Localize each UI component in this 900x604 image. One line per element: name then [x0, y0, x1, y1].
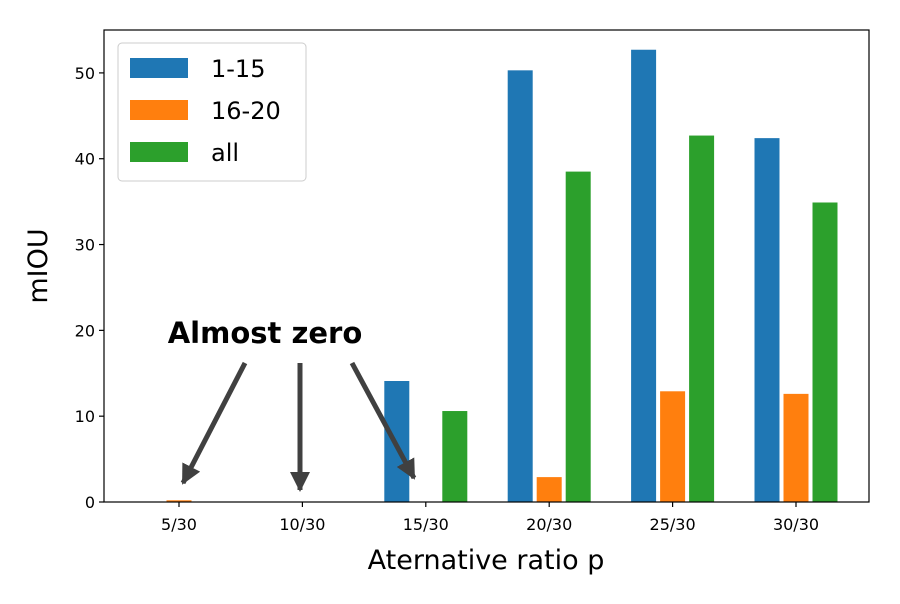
annotation-arrow-5/30	[180, 361, 248, 485]
y-tick-label: 30	[75, 236, 95, 255]
legend-swatch-all	[130, 142, 188, 162]
legend: 1-15 16-20 all	[117, 42, 307, 182]
y-tick-label: 0	[85, 493, 95, 512]
legend-label-1-15: 1-15	[211, 55, 265, 83]
axes-layer: 0 10 20 30 40 50 5/30 10/30 15/30 20/30 25/30 30/30	[75, 29, 870, 534]
x-tick-label: 25/30	[650, 515, 696, 534]
x-tick-label: 5/30	[161, 515, 197, 534]
legend-label-all: all	[211, 139, 239, 167]
bar-all-20/30	[565, 171, 591, 502]
bar-all-15/30	[442, 411, 468, 502]
y-tick-label: 10	[75, 407, 95, 426]
bar-16-20-20/30	[536, 477, 562, 502]
y-tick-label: 50	[75, 64, 95, 83]
x-axis-title: Aternative ratio p	[368, 545, 605, 576]
y-axis-title: mIOU	[23, 228, 54, 303]
bar-1-15-20/30	[507, 70, 533, 503]
axes-frame	[103, 29, 870, 503]
annotation-label: Almost zero	[168, 316, 363, 350]
annotation-arrow-15/30	[349, 361, 417, 480]
legend-swatch-1-15	[130, 58, 188, 78]
bar-16-20-25/30	[660, 391, 686, 502]
x-tick-label: 30/30	[773, 515, 819, 534]
bar-16-20-5/30	[166, 500, 192, 502]
bar-16-20-30/30	[783, 393, 809, 502]
x-tick-label: 20/30	[526, 515, 572, 534]
y-tick-label: 40	[75, 150, 95, 169]
bar-all-25/30	[689, 135, 715, 502]
legend-label-16-20: 16-20	[211, 97, 281, 125]
y-tick-label: 20	[75, 321, 95, 340]
x-tick-label: 10/30	[279, 515, 325, 534]
bars-layer	[166, 49, 838, 503]
x-tick-label: 15/30	[403, 515, 449, 534]
annotation: Almost zero	[168, 316, 417, 492]
bar-all-30/30	[812, 202, 838, 502]
legend-swatch-16-20	[130, 100, 188, 120]
bar-1-15-30/30	[754, 138, 780, 502]
bar-1-15-25/30	[631, 49, 657, 502]
